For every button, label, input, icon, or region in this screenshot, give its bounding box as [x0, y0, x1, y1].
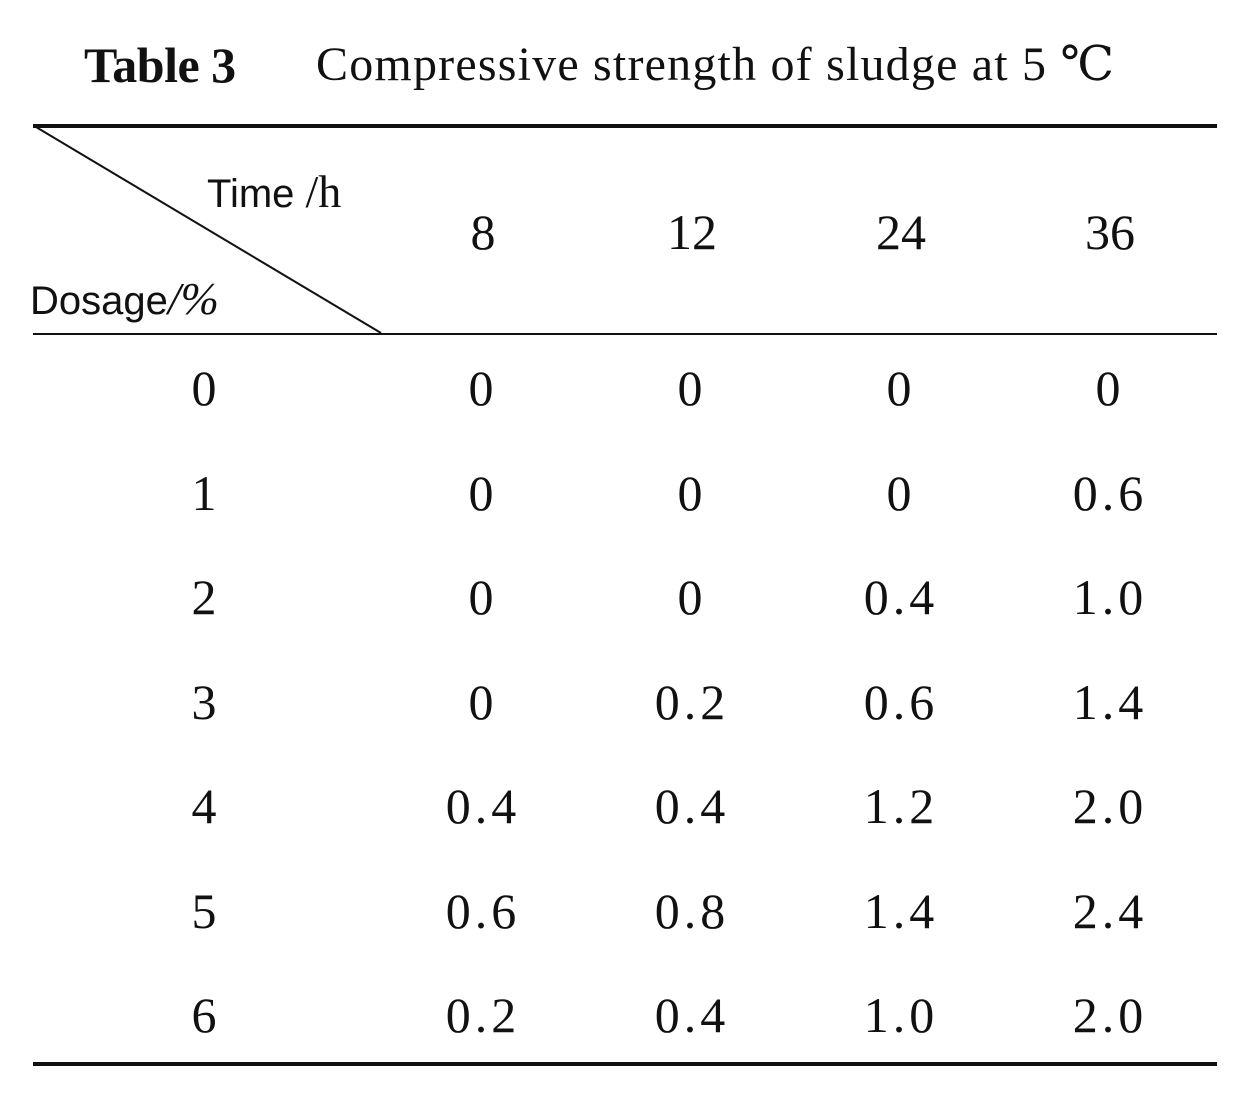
table-cell: 1.0 [1072, 569, 1148, 625]
column-header-time: 24 [876, 204, 926, 260]
column-header-time: 12 [667, 204, 717, 260]
table-cell: 0 [1095, 360, 1125, 416]
row-dosage-label: 0 [191, 360, 217, 416]
table-cell: 0 [886, 360, 916, 416]
table-caption: Table 3 Compressive strength of sludge a… [0, 36, 1255, 96]
row-dosage-label: 4 [191, 778, 217, 834]
header-rule [33, 333, 1217, 335]
table-cell: 0.6 [445, 882, 521, 939]
column-header-time: 36 [1085, 204, 1135, 260]
dosage-axis-header: Dosage/% [30, 272, 219, 325]
dosage-label: Dosage [30, 279, 168, 323]
table-cell: 0 [468, 569, 498, 625]
table-cell: 0 [677, 360, 707, 416]
table-cell: 2.0 [1072, 987, 1148, 1043]
time-label: Time [207, 172, 295, 216]
table-cell: 0.8 [654, 882, 730, 939]
table-number: Table 3 [84, 37, 236, 93]
row-dosage-label: 6 [191, 987, 217, 1043]
table-cell: 0.2 [445, 987, 521, 1043]
table-cell: 0 [886, 464, 916, 521]
row-dosage-label: 1 [191, 464, 217, 521]
table-title: Compressive strength of sludge at 5 ℃ [316, 38, 1116, 91]
table-cell: 0 [468, 673, 498, 730]
row-dosage-label: 2 [191, 569, 217, 625]
table-cell: 0.4 [863, 569, 939, 625]
table-cell: 2.0 [1072, 778, 1148, 834]
table-cell: 0.4 [654, 778, 730, 834]
table-cell: 0.6 [1072, 464, 1148, 521]
table-cell: 0 [677, 464, 707, 521]
table-cell: 2.4 [1072, 882, 1148, 939]
table-cell: 1.4 [863, 882, 939, 939]
row-dosage-label: 3 [191, 673, 217, 730]
table-cell: 1.2 [863, 778, 939, 834]
dosage-unit: /% [167, 273, 219, 324]
bottom-rule [33, 1062, 1217, 1066]
time-axis-header: Time /h [207, 165, 341, 218]
top-rule [33, 124, 1217, 128]
table-cell: 1.4 [1072, 673, 1148, 730]
table-cell: 0.4 [654, 987, 730, 1043]
time-unit: /h [305, 166, 342, 217]
row-dosage-label: 5 [191, 882, 217, 939]
table-cell: 0 [677, 569, 707, 625]
table-cell: 1.0 [863, 987, 939, 1043]
table-cell: 0 [468, 464, 498, 521]
table-cell: 0.6 [863, 673, 939, 730]
table-cell: 0.4 [445, 778, 521, 834]
table-cell: 0 [468, 360, 498, 416]
table-cell: 0.2 [654, 673, 730, 730]
column-header-time: 8 [470, 204, 496, 260]
